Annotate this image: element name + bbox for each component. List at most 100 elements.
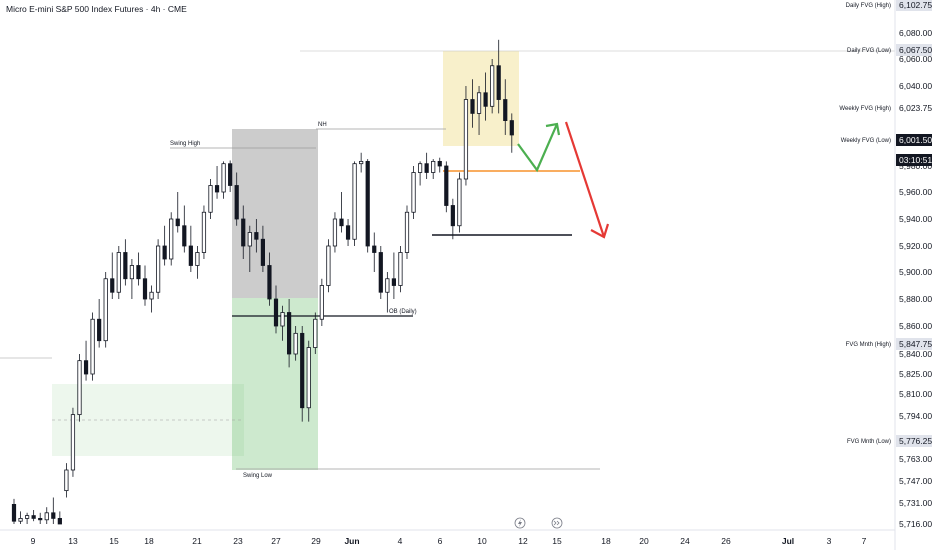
candle-body — [267, 265, 272, 300]
candle — [214, 166, 220, 199]
candle-body — [195, 252, 200, 266]
x-tick-label: 12 — [518, 536, 528, 546]
candle-body — [424, 163, 429, 173]
candle — [110, 252, 115, 299]
level-label: Weekly FVG (Low) — [841, 138, 891, 144]
candle-body — [306, 347, 311, 409]
y-tick-label: 6,040.00 — [899, 81, 932, 91]
candle-body — [326, 245, 331, 286]
candle-body — [201, 211, 207, 253]
candle-body — [214, 185, 220, 193]
candle-body — [391, 278, 397, 286]
candle — [339, 192, 344, 233]
x-tick-label: 18 — [601, 536, 611, 546]
price-tag-label: 6,001.50 — [899, 135, 932, 145]
candle-body — [162, 245, 167, 260]
candle-body — [11, 503, 17, 522]
candle-body — [359, 160, 364, 165]
candle-body — [51, 512, 56, 519]
level-label: Daily FVG (Low) — [847, 48, 891, 54]
candle — [208, 179, 213, 219]
y-tick-label: 5,920.00 — [899, 241, 932, 251]
candle — [300, 326, 305, 422]
candle-body — [463, 99, 469, 180]
candle-body — [352, 163, 357, 240]
price-tag-bg — [896, 338, 932, 350]
candle-body — [182, 225, 187, 247]
candle-body — [129, 265, 134, 280]
y-tick-label: 5,900.00 — [899, 267, 932, 277]
candle-body — [398, 252, 403, 286]
candle — [437, 157, 442, 173]
candle-body — [470, 99, 475, 114]
candle-body — [417, 163, 423, 173]
candle-body — [286, 312, 292, 355]
candle — [51, 497, 56, 524]
candle — [24, 512, 30, 524]
y-axis-ticks[interactable]: 5,716.00 5,731.00 5,747.00 5,763.00 5,794.00… — [899, 28, 932, 529]
candle-body — [18, 518, 23, 522]
candle-body — [142, 278, 148, 300]
candle-body — [31, 515, 36, 519]
candle-body — [293, 332, 298, 355]
candle — [404, 205, 410, 259]
candle — [77, 354, 82, 422]
candle-body — [24, 515, 30, 519]
y-tick-label: 5,763.00 — [899, 454, 932, 464]
x-tick-label: 24 — [680, 536, 690, 546]
candle — [417, 161, 423, 186]
candle — [188, 225, 193, 272]
y-tick-label: 5,860.00 — [899, 321, 932, 331]
candle-body — [38, 518, 43, 521]
candle-body — [490, 65, 495, 107]
candle — [247, 225, 252, 272]
y-tick-label: 5,880.00 — [899, 294, 932, 304]
candle — [411, 166, 416, 219]
candle — [260, 225, 266, 272]
candle-body — [496, 65, 501, 100]
candle-body — [332, 218, 338, 247]
candle — [326, 239, 331, 293]
candle — [70, 407, 76, 477]
candle — [319, 278, 324, 326]
price-tag-bg — [896, 134, 932, 146]
candle-body — [247, 232, 252, 247]
candle-body — [437, 160, 442, 167]
candle-body — [444, 165, 449, 206]
price-tag-label: 5,847.75 — [899, 339, 932, 349]
candle — [38, 512, 43, 524]
x-tick-label: 6 — [438, 536, 443, 546]
candle — [103, 272, 108, 348]
candle-body — [509, 120, 514, 136]
x-tick-label: 18 — [144, 536, 154, 546]
candle — [234, 172, 239, 226]
candle-body — [188, 245, 193, 266]
candle-body — [228, 163, 233, 186]
candle — [142, 265, 148, 306]
y-tick-label: 5,731.00 — [899, 498, 932, 508]
candle — [431, 159, 436, 179]
candle — [385, 272, 390, 313]
candle — [450, 198, 455, 240]
candle — [496, 39, 501, 114]
lightning-event-icon[interactable] — [514, 517, 526, 529]
price-tag-label: 03:10:51 — [899, 155, 932, 165]
x-tick-label: 15 — [109, 536, 119, 546]
candle — [398, 246, 403, 293]
candle — [280, 305, 285, 341]
green-projection-arrow — [517, 123, 559, 173]
candle-body — [70, 414, 76, 471]
swing-range-box — [232, 129, 318, 298]
candle — [470, 79, 475, 128]
forward-event-icon[interactable] — [551, 517, 563, 529]
candle — [267, 252, 272, 306]
swing-high-label: Swing High — [170, 141, 200, 147]
candle-body — [300, 332, 305, 409]
x-tick-label: 15 — [552, 536, 562, 546]
candle — [97, 299, 102, 348]
x-axis-ticks[interactable]: 9 13 15 18 21 23 27 29 Jun 4 6 10 12 15 18 20 24 26 Jul 3 7 — [31, 536, 867, 546]
candle-body — [234, 185, 239, 220]
price-tag-bg — [896, 0, 932, 11]
candle — [90, 312, 95, 381]
